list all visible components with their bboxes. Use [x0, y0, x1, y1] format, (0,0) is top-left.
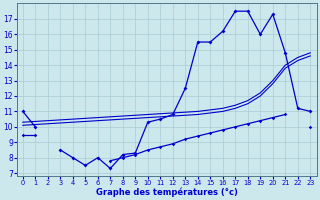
X-axis label: Graphe des températures (°c): Graphe des températures (°c) [96, 187, 237, 197]
